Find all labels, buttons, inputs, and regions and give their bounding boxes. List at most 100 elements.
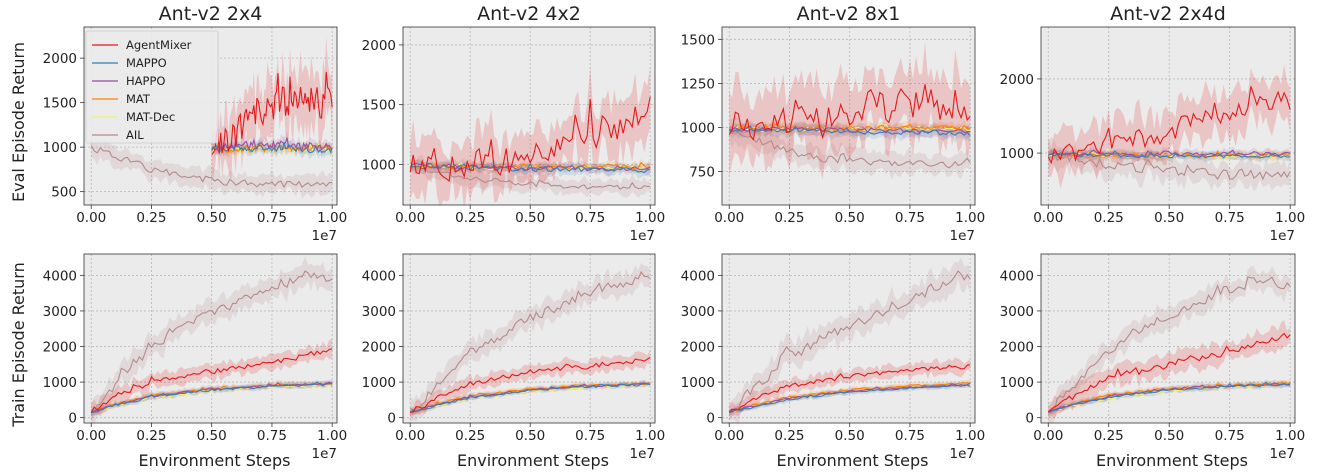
plot-area <box>728 41 971 180</box>
band-mat <box>211 139 333 158</box>
x-tick-label: 0.75 <box>575 428 605 444</box>
x-tick-label: 0.25 <box>774 428 804 444</box>
x-tick-label: 0.00 <box>1033 210 1063 226</box>
legend-entry: MAPPO <box>126 56 167 70</box>
band-happo <box>1048 145 1291 162</box>
band-agentmixer <box>1048 320 1291 419</box>
series-line-ail <box>409 270 651 412</box>
y-tick-label: 0 <box>68 411 77 427</box>
legend-entry: MAT <box>126 92 151 106</box>
x-tick-label: 0.25 <box>1094 428 1124 444</box>
series-line-mappo <box>211 142 333 154</box>
x-tick-label: 0.00 <box>714 210 744 226</box>
x-tick-label: 1.00 <box>635 210 665 226</box>
y-tick-label: 0 <box>706 411 715 427</box>
legend-entry: HAPPO <box>126 74 165 88</box>
x-tick-label: 1.00 <box>955 210 985 226</box>
y-tick-label: 2000 <box>1000 72 1034 88</box>
y-tick-label: 2000 <box>362 38 396 54</box>
y-tick-label: 3000 <box>1000 304 1034 320</box>
y-tick-label: 1000 <box>43 140 77 156</box>
x-offset-text: 1e7 <box>1270 446 1295 462</box>
y-tick-label: 3000 <box>43 304 77 320</box>
y-tick-label: 1500 <box>43 96 77 112</box>
legend: AgentMixer MAPPO HAPPO MAT MAT-Dec AIL <box>85 30 219 144</box>
x-axis-label: Environment Steps <box>138 451 290 470</box>
x-offset-text: 1e7 <box>950 228 975 244</box>
legend-entry: AIL <box>126 128 144 142</box>
x-tick-label: 1.00 <box>1275 210 1305 226</box>
band-mappo <box>410 158 651 179</box>
y-axis-label: Train Episode Return <box>9 262 28 428</box>
x-tick-label: 0.00 <box>76 210 106 226</box>
series-line-ail <box>728 270 971 414</box>
series-line-mappo <box>409 383 651 413</box>
series-line-ail <box>1047 149 1291 181</box>
panel-4: 0.00 0.25 0.50 0.75 1.00 1e7 1000 2000 Ant-v2 2x… <box>1000 3 1306 244</box>
series-line-mappo <box>1048 150 1291 159</box>
x-tick-label: 0.50 <box>515 210 545 226</box>
band-agentmixer <box>1048 64 1291 189</box>
y-tick-label: 3000 <box>362 304 396 320</box>
panel-background <box>722 27 975 205</box>
y-tick-label: 1000 <box>681 120 715 136</box>
panel-background <box>722 254 975 423</box>
x-tick-label: 1.00 <box>635 428 665 444</box>
chart-title: Ant-v2 4x2 <box>477 3 581 25</box>
plot-area <box>728 257 971 423</box>
series-line-ail <box>90 145 333 189</box>
x-tick-label: 0.00 <box>395 428 425 444</box>
x-tick-label: 0.50 <box>1154 210 1184 226</box>
x-axis-label: Environment Steps <box>776 451 928 470</box>
series-line-agentmixer <box>410 356 651 414</box>
panel-6: 0.00 0.25 0.50 0.75 1.00 1e7 0 1000 2000 3000 4000… <box>362 253 665 470</box>
band-mat <box>729 380 971 416</box>
x-axis-label: Environment Steps <box>457 451 609 470</box>
series-line-ail <box>1048 276 1291 414</box>
y-tick-label: 1000 <box>362 157 396 173</box>
y-axis-label: Eval Episode Return <box>9 42 28 202</box>
y-tick-label: 2000 <box>43 340 77 356</box>
y-tick-label: 1000 <box>1000 146 1034 162</box>
band-ail <box>410 155 651 198</box>
legend-box <box>85 30 219 144</box>
chart-title: Ant-v2 8x1 <box>797 3 901 25</box>
panel-background <box>1041 254 1295 423</box>
panel-3: 0.00 0.25 0.50 0.75 1.00 1e7 750 1000 1250 1500 An… <box>681 3 986 244</box>
panel-2: 0.00 0.25 0.50 0.75 1.00 1e7 1000 1500 2000 Ant-v… <box>362 3 666 244</box>
band-ail <box>410 263 651 423</box>
series-line-agentmixer <box>409 96 651 183</box>
chart-title: Ant-v2 2x4 <box>159 3 263 25</box>
y-tick-label: 1250 <box>681 76 715 92</box>
axes-frame <box>83 26 338 206</box>
band-mappo <box>91 379 333 417</box>
y-tick-label: 4000 <box>362 268 396 284</box>
y-tick-label: 4000 <box>681 268 715 284</box>
band-mat-dec <box>1048 147 1291 162</box>
plot-area <box>409 263 651 423</box>
band-mat <box>1048 148 1291 163</box>
x-offset-text: 1e7 <box>630 228 655 244</box>
y-tick-label: 4000 <box>43 268 77 284</box>
x-tick-label: 1.00 <box>317 210 347 226</box>
plot-area <box>90 256 333 423</box>
x-tick-label: 0.00 <box>714 428 744 444</box>
axes-frame <box>721 253 976 424</box>
axes-frame <box>402 26 656 206</box>
series-line-agentmixer <box>1047 332 1291 413</box>
plot-area <box>409 65 651 205</box>
y-tick-label: 1000 <box>681 375 715 391</box>
y-tick-label: 1500 <box>681 32 715 48</box>
x-tick-label: 1.00 <box>1275 428 1305 444</box>
band-mat <box>1048 379 1291 415</box>
panel-background <box>403 27 655 205</box>
series-line-mappo <box>1047 381 1291 413</box>
x-tick-label: 0.50 <box>835 210 865 226</box>
y-tick-label: 2000 <box>1000 340 1034 356</box>
series-line-agentmixer <box>728 84 971 141</box>
x-offset-text: 1e7 <box>312 446 337 462</box>
series-line-mappo <box>729 384 971 413</box>
series-line-happo <box>728 382 971 413</box>
band-mat <box>410 380 651 415</box>
